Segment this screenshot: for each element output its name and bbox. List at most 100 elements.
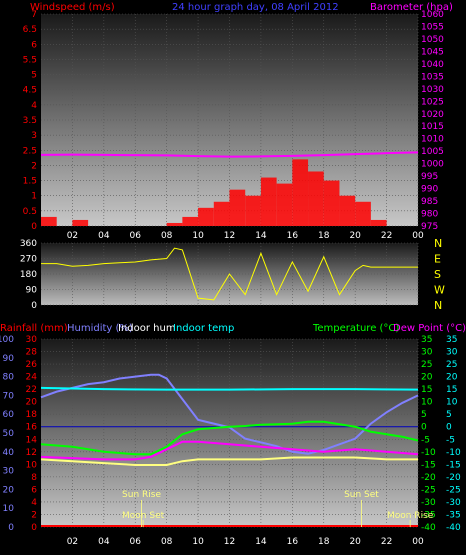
barometer-tick-label: 985 (421, 197, 438, 207)
humidity-tick-label: 70 (3, 391, 15, 401)
direction-tick-label: 180 (20, 270, 37, 280)
temperature-tick-label: -5 (421, 435, 430, 445)
rainfall-tick-label: 30 (26, 335, 38, 345)
barometer-axis-label: Barometer (hpa) (370, 2, 453, 13)
wind-direction-line (41, 247, 418, 301)
windspeed-bar (213, 201, 230, 226)
x-tick-label: 04 (98, 231, 110, 241)
dew-point-tick-label: 30 (446, 348, 458, 358)
x-tick-label: 06 (130, 537, 142, 547)
windspeed-tick-label: 0.5 (23, 207, 37, 217)
compass-direction-label: W (434, 284, 445, 297)
humidity-tick-label: 80 (3, 373, 15, 383)
x-tick-label: 06 (130, 231, 142, 241)
x-tick-label: 20 (349, 231, 361, 241)
dew-point-tick-label: 25 (446, 360, 457, 370)
temperature-tick-label: -20 (421, 473, 436, 483)
barometer-tick-label: 1025 (421, 97, 444, 107)
rainfall-tick-label: 16 (26, 423, 38, 433)
temperature-tick-label: 20 (421, 373, 433, 383)
dew-point-tick-label: -20 (446, 473, 461, 483)
windspeed-tick-label: 6.5 (23, 25, 37, 35)
humidity-tick-label: 20 (3, 485, 15, 495)
windspeed-axis-label: Windspeed (m/s) (30, 2, 115, 13)
compass-direction-label: N (434, 237, 442, 250)
dew-point-tick-label: 0 (446, 423, 452, 433)
rainfall-tick-label: 2 (31, 510, 37, 520)
indoor-humidity-line (40, 456, 418, 466)
temperature-tick-label: -15 (421, 460, 436, 470)
compass-direction-label: N (434, 299, 442, 312)
barometer-line (40, 151, 419, 158)
temperature-tick-label: -40 (421, 523, 436, 533)
windspeed-bar (308, 171, 324, 226)
dew-point-tick-label: 20 (446, 373, 458, 383)
windspeed-bar (72, 219, 89, 226)
humidity-axis-label: Humidity (%) (67, 323, 133, 334)
humidity-tick-label: 0 (8, 523, 14, 533)
windspeed-tick-label: 3.5 (23, 116, 37, 126)
windspeed-bar (339, 195, 356, 226)
x-tick-label: 16 (287, 537, 299, 547)
rainfall-tick-label: 24 (26, 373, 38, 383)
rainfall-tick-label: 6 (31, 485, 37, 495)
barometer-tick-label: 1050 (421, 35, 444, 45)
humidity-line (40, 373, 419, 455)
x-tick-label: 12 (224, 537, 235, 547)
temperature-tick-label: 35 (421, 335, 432, 345)
rainfall-tick-label: 28 (26, 348, 38, 358)
windspeed-tick-label: 6 (31, 40, 37, 50)
x-tick-label: 08 (161, 537, 173, 547)
temperature-tick-label: 15 (421, 385, 432, 395)
temperature-tick-label: -10 (421, 448, 436, 458)
dew-point-axis-label: Dew Point (°C) (393, 323, 466, 334)
windspeed-tick-label: 4 (31, 101, 37, 111)
humidity-tick-label: 60 (3, 410, 15, 420)
indoor-temp-label: Indoor temp (173, 323, 234, 334)
windspeed-tick-label: 2.5 (23, 146, 37, 156)
windspeed-bar (229, 189, 246, 226)
barometer-tick-label: 1045 (421, 47, 444, 57)
event-label: Moon Rise (387, 511, 434, 521)
windspeed-tick-label: 0 (31, 222, 37, 232)
barometer-tick-label: 975 (421, 222, 438, 232)
windspeed-tick-label: 5.5 (23, 55, 37, 65)
windspeed-tick-label: 5 (31, 71, 37, 81)
x-tick-label: 18 (318, 537, 330, 547)
dew-point-tick-label: -15 (446, 460, 461, 470)
x-tick-label: 04 (98, 537, 110, 547)
dew-point-tick-label: -40 (446, 523, 461, 533)
dew-point-tick-label: 15 (446, 385, 457, 395)
windspeed-bar (355, 201, 371, 226)
x-tick-label: 08 (161, 231, 173, 241)
windspeed-bar (41, 216, 57, 226)
windspeed-bar (260, 177, 277, 226)
temp-humidity-panel: Rainfall (mm) Humidity (%) Indoor hum In… (0, 323, 466, 547)
barometer-tick-label: 995 (421, 172, 438, 182)
x-tick-label: 16 (287, 231, 299, 241)
barometer-tick-label: 1010 (421, 135, 444, 145)
event-label: Moon Set (122, 511, 165, 521)
dew-point-line (40, 440, 419, 461)
dew-point-tick-label: -30 (446, 498, 461, 508)
windspeed-bar (370, 219, 387, 226)
x-tick-label: 10 (192, 537, 204, 547)
dew-point-tick-label: 35 (446, 335, 457, 345)
rainfall-tick-label: 22 (26, 385, 37, 395)
rainfall-tick-label: 4 (31, 498, 37, 508)
compass-direction-label: E (434, 253, 441, 266)
windspeed-tick-label: 1.5 (23, 177, 37, 187)
dew-point-tick-label: -35 (446, 510, 461, 520)
rainfall-tick-label: 20 (26, 398, 38, 408)
windspeed-bar (245, 195, 261, 226)
temperature-tick-label: -35 (421, 510, 436, 520)
windspeed-bar (182, 216, 199, 226)
direction-tick-label: 90 (26, 286, 38, 296)
x-tick-label: 20 (349, 537, 361, 547)
temperature-tick-label: -30 (421, 498, 436, 508)
dew-point-tick-label: 5 (446, 410, 452, 420)
barometer-tick-label: 1055 (421, 22, 444, 32)
barometer-tick-label: 1020 (421, 110, 444, 120)
rainfall-tick-label: 14 (26, 435, 38, 445)
wind-baro-panel: Windspeed (m/s) 24 hour graph day, 08 Ap… (23, 2, 453, 241)
